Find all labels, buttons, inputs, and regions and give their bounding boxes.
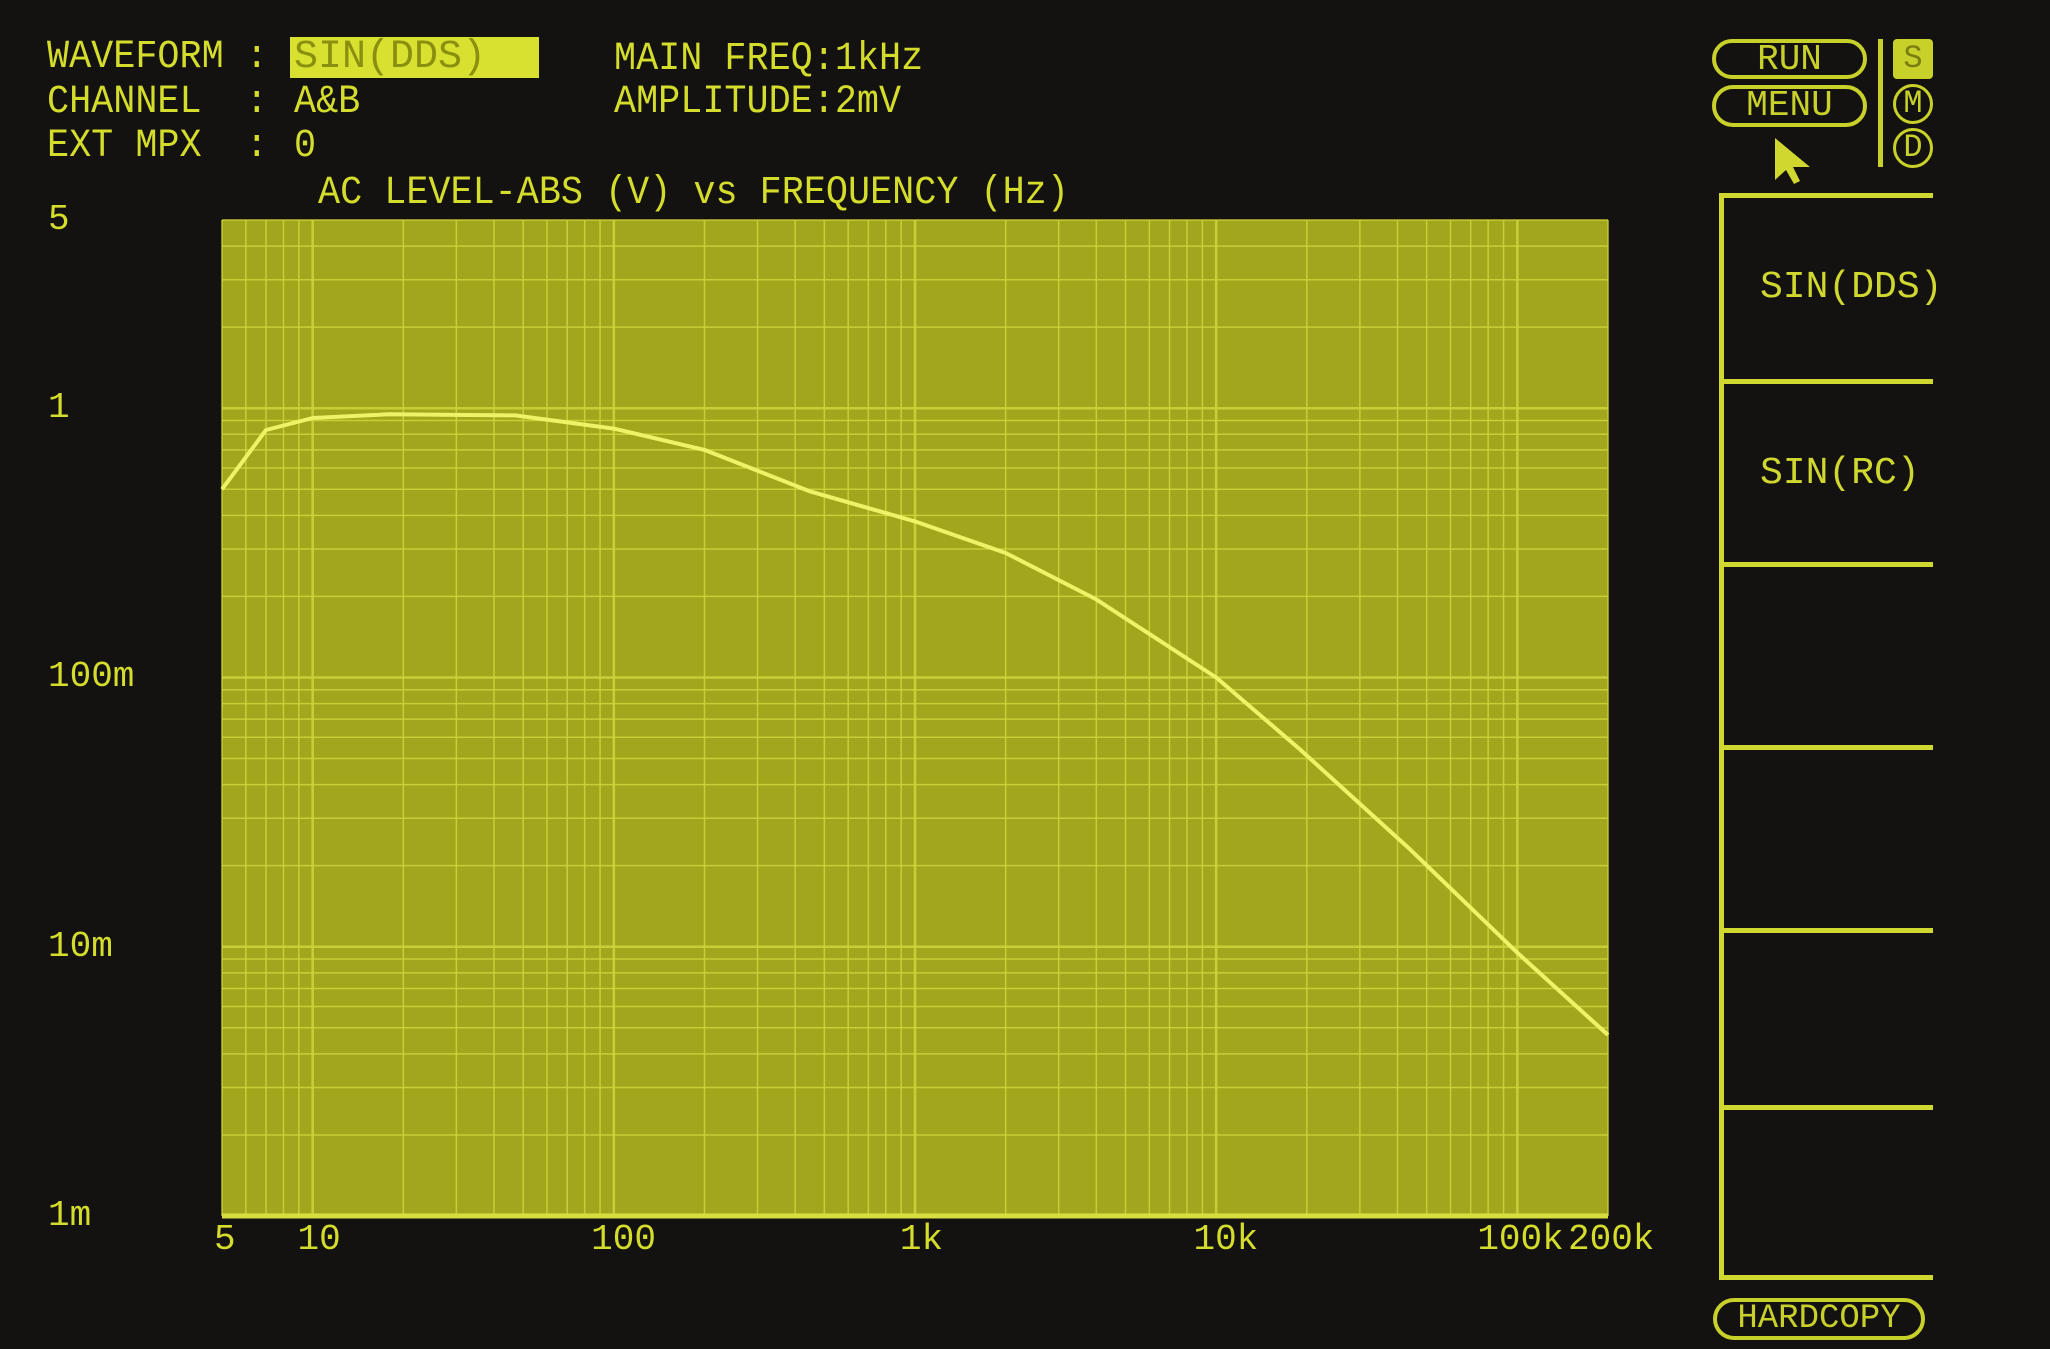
mode-m-button[interactable]: M (1893, 84, 1933, 124)
main-freq: MAIN FREQ:1kHz (614, 37, 924, 82)
softkey-3[interactable] (1719, 562, 1933, 745)
mode-s-button[interactable]: S (1893, 39, 1933, 79)
channel-label: CHANNEL : (47, 80, 268, 125)
ext-mpx-label: EXT MPX : (47, 124, 268, 169)
x-tick-label: 1k (899, 1219, 944, 1260)
y-tick-label: 1m (48, 1195, 92, 1236)
softkey-label: SIN(RC) (1760, 452, 1920, 495)
y-tick-label: 100m (48, 656, 135, 698)
softkey-label: SIN(DDS) (1760, 266, 1943, 309)
divider (1878, 39, 1883, 167)
cursor-arrow-icon (1775, 138, 1810, 184)
x-tick-label: 200k (1568, 1219, 1655, 1260)
waveform-label: WAVEFORM : (47, 35, 268, 80)
x-tick-label: 100 (591, 1219, 656, 1260)
y-tick-label: 5 (48, 199, 70, 240)
softkey-2[interactable]: SIN(RC) (1719, 379, 1933, 562)
softkey-6[interactable] (1719, 1105, 1933, 1280)
waveform-value: SIN(DDS) (294, 35, 487, 80)
ext-mpx-value[interactable]: 0 (294, 124, 317, 169)
waveform-value-field[interactable]: SIN(DDS) (290, 37, 539, 78)
x-tick-label: 100k (1477, 1219, 1564, 1260)
x-tick-label: 10 (297, 1219, 341, 1260)
chart-title: AC LEVEL-ABS (V) vs FREQUENCY (Hz) (318, 171, 1069, 216)
x-tick-label: 5 (214, 1219, 236, 1260)
menu-button[interactable]: MENU (1712, 85, 1867, 127)
y-tick-label: 1 (48, 387, 70, 429)
softkey-4[interactable] (1719, 745, 1933, 928)
softkey-1[interactable]: SIN(DDS) (1719, 193, 1942, 379)
mode-d-button[interactable]: D (1893, 128, 1933, 168)
hardcopy-button[interactable]: HARDCOPY (1713, 1298, 1925, 1340)
softkey-5[interactable] (1719, 928, 1933, 1105)
x-tick-label: 10k (1193, 1219, 1259, 1260)
run-button[interactable]: RUN (1712, 39, 1867, 79)
channel-value[interactable]: A&B (294, 80, 361, 125)
amplitude: AMPLITUDE:2mV (614, 80, 902, 125)
response-trace (220, 412, 1610, 1037)
y-tick-label: 10m (48, 925, 113, 967)
